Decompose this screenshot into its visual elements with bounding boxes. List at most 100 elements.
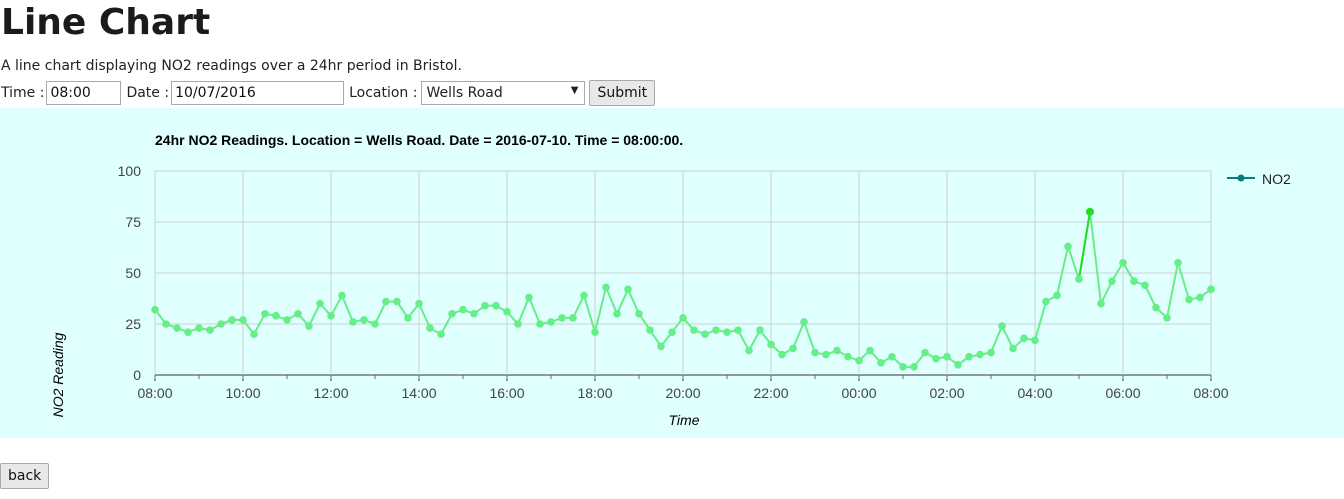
data-point[interactable] xyxy=(536,320,544,328)
data-point[interactable] xyxy=(327,312,335,320)
data-point[interactable] xyxy=(1086,207,1094,216)
data-point[interactable] xyxy=(1119,259,1127,267)
data-point[interactable] xyxy=(745,346,753,355)
data-point[interactable] xyxy=(701,330,709,338)
data-point[interactable] xyxy=(1031,336,1039,345)
data-point[interactable] xyxy=(206,326,214,334)
data-point[interactable] xyxy=(162,320,170,328)
data-point[interactable] xyxy=(195,324,203,332)
data-point[interactable] xyxy=(239,316,247,324)
data-point[interactable] xyxy=(1152,303,1160,312)
data-point[interactable] xyxy=(888,352,896,361)
data-point[interactable] xyxy=(217,320,225,328)
data-point[interactable] xyxy=(1064,242,1072,251)
data-point[interactable] xyxy=(1042,297,1050,306)
data-point[interactable] xyxy=(811,348,819,357)
data-point[interactable] xyxy=(360,316,368,324)
data-point[interactable] xyxy=(1053,291,1061,300)
data-point[interactable] xyxy=(690,326,698,334)
data-point[interactable] xyxy=(844,352,852,361)
data-point[interactable] xyxy=(338,291,346,300)
data-point[interactable] xyxy=(822,350,830,359)
data-point[interactable] xyxy=(800,318,808,326)
data-point[interactable] xyxy=(393,297,401,306)
data-point[interactable] xyxy=(1108,277,1116,285)
data-point[interactable] xyxy=(492,301,500,310)
data-point[interactable] xyxy=(547,318,555,326)
data-point[interactable] xyxy=(855,356,863,365)
data-point[interactable] xyxy=(448,310,456,318)
data-point[interactable] xyxy=(426,324,434,332)
data-point[interactable] xyxy=(1207,285,1215,294)
back-button[interactable]: back xyxy=(0,463,50,489)
data-point[interactable] xyxy=(602,283,610,292)
data-point[interactable] xyxy=(1185,295,1193,304)
data-point[interactable] xyxy=(1009,344,1017,353)
data-point[interactable] xyxy=(910,363,918,371)
data-point[interactable] xyxy=(569,314,577,322)
data-point[interactable] xyxy=(294,310,302,318)
data-point[interactable] xyxy=(756,326,764,334)
data-point[interactable] xyxy=(591,328,599,336)
data-point[interactable] xyxy=(261,310,269,318)
data-point[interactable] xyxy=(657,342,665,351)
data-point[interactable] xyxy=(305,322,313,330)
data-point[interactable] xyxy=(624,285,632,294)
data-point[interactable] xyxy=(283,316,291,324)
data-point[interactable] xyxy=(151,305,159,314)
data-point[interactable] xyxy=(558,314,566,322)
data-point[interactable] xyxy=(437,330,445,338)
time-input[interactable] xyxy=(46,81,122,105)
data-point[interactable] xyxy=(943,352,951,361)
data-point[interactable] xyxy=(349,318,357,326)
data-point[interactable] xyxy=(965,352,973,361)
data-point[interactable] xyxy=(778,350,786,359)
data-point[interactable] xyxy=(899,363,907,371)
data-point[interactable] xyxy=(866,346,874,355)
data-point[interactable] xyxy=(503,307,511,316)
data-point[interactable] xyxy=(932,354,940,363)
data-point[interactable] xyxy=(1075,275,1083,283)
data-point[interactable] xyxy=(789,344,797,353)
data-point[interactable] xyxy=(877,358,885,367)
data-point[interactable] xyxy=(514,320,522,328)
data-point[interactable] xyxy=(723,328,731,336)
data-point[interactable] xyxy=(679,314,687,322)
data-point[interactable] xyxy=(635,310,643,318)
data-point[interactable] xyxy=(371,320,379,328)
data-point[interactable] xyxy=(184,328,192,336)
data-point[interactable] xyxy=(734,326,742,334)
data-point[interactable] xyxy=(954,361,962,369)
data-point[interactable] xyxy=(1174,259,1182,267)
data-point[interactable] xyxy=(613,310,621,318)
data-point[interactable] xyxy=(646,326,654,334)
data-point[interactable] xyxy=(1163,314,1171,322)
data-point[interactable] xyxy=(316,299,324,308)
data-point[interactable] xyxy=(833,346,841,355)
data-point[interactable] xyxy=(415,299,423,308)
data-point[interactable] xyxy=(481,301,489,310)
data-point[interactable] xyxy=(668,328,676,336)
data-point[interactable] xyxy=(712,326,720,334)
data-point[interactable] xyxy=(228,316,236,324)
data-point[interactable] xyxy=(767,340,775,349)
chart-legend[interactable]: NO2 xyxy=(1227,171,1291,187)
data-point[interactable] xyxy=(173,324,181,332)
data-point[interactable] xyxy=(1130,277,1138,285)
data-point[interactable] xyxy=(459,305,467,314)
data-point[interactable] xyxy=(921,348,929,357)
data-point[interactable] xyxy=(1196,293,1204,302)
data-point[interactable] xyxy=(272,312,280,320)
data-point[interactable] xyxy=(470,310,478,318)
date-input[interactable] xyxy=(171,81,345,105)
data-point[interactable] xyxy=(404,314,412,322)
data-point[interactable] xyxy=(1141,281,1149,290)
data-point[interactable] xyxy=(382,297,390,306)
data-point[interactable] xyxy=(580,291,588,300)
data-point[interactable] xyxy=(998,322,1006,330)
location-select[interactable]: Wells Road ▼ xyxy=(421,81,586,105)
submit-button[interactable]: Submit xyxy=(589,80,656,106)
data-point[interactable] xyxy=(1020,334,1028,343)
data-point[interactable] xyxy=(250,330,258,338)
data-point[interactable] xyxy=(976,350,984,359)
